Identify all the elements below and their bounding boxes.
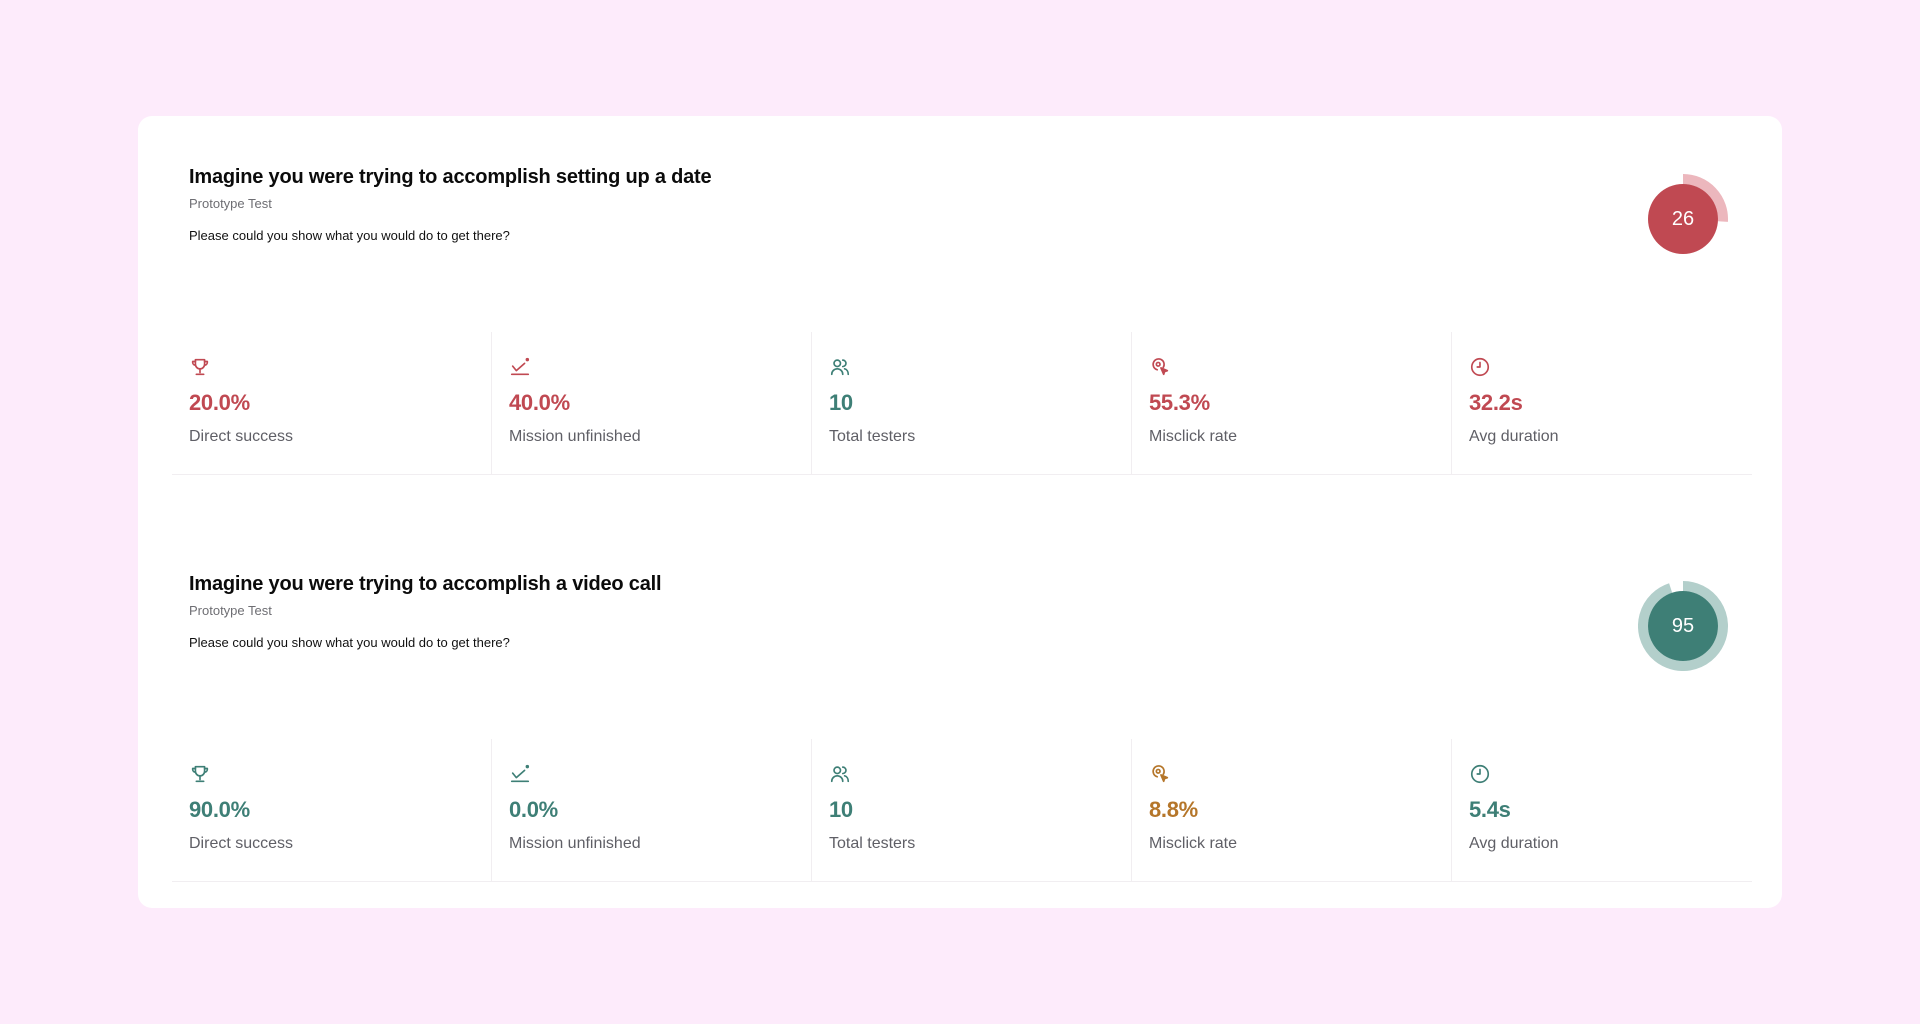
metrics-row: 90.0% Direct success 0.0% Mission unfini… [172, 739, 1752, 882]
trophy-icon [191, 358, 209, 376]
task-title: Imagine you were trying to accomplish a … [189, 573, 662, 595]
metric-label: Total testers [829, 835, 916, 852]
results-card: Imagine you were trying to accomplish se… [138, 116, 1782, 908]
task-header: Imagine you were trying to accomplish a … [138, 523, 1782, 733]
metric-direct-success: 90.0% Direct success [172, 739, 492, 881]
metric-label: Misclick rate [1149, 835, 1238, 852]
metric-value: 0.0% [509, 797, 558, 822]
metric-avg-duration: 32.2s Avg duration [1452, 332, 1752, 474]
metric-direct-success: 20.0% Direct success [172, 332, 492, 474]
metric-label: Total testers [829, 428, 916, 445]
metric-label: Avg duration [1469, 835, 1559, 852]
metric-misclick-rate: 8.8% Misclick rate [1132, 739, 1452, 881]
metric-mission-unfinished: 40.0% Mission unfinished [492, 332, 812, 474]
users-icon [830, 359, 850, 376]
users-icon [830, 766, 850, 783]
metric-label: Mission unfinished [509, 835, 641, 852]
score-ring: 26 [1638, 174, 1728, 264]
misclick-icon [1152, 765, 1169, 783]
score-value: 26 [1671, 208, 1695, 230]
metric-value: 10 [829, 390, 853, 415]
mission-unfinished-icon [510, 357, 530, 376]
metric-label: Avg duration [1469, 428, 1559, 445]
metric-value: 5.4s [1469, 797, 1511, 822]
trophy-icon [191, 765, 209, 783]
clock-icon [1470, 357, 1490, 377]
task-type: Prototype Test [189, 603, 272, 618]
metric-misclick-rate: 55.3% Misclick rate [1132, 332, 1452, 474]
metric-value: 32.2s [1469, 390, 1523, 415]
score-ring: 95 [1638, 581, 1728, 671]
metric-label: Misclick rate [1149, 428, 1238, 445]
score-ring-core [1648, 184, 1718, 254]
metric-value: 55.3% [1149, 390, 1210, 415]
clock-icon [1470, 764, 1490, 784]
score-ring-arc [1682, 174, 1728, 222]
metric-avg-duration: 5.4s Avg duration [1452, 739, 1752, 881]
metric-label: Direct success [189, 835, 294, 852]
metric-value: 20.0% [189, 390, 250, 415]
task-title: Imagine you were trying to accomplish se… [189, 166, 712, 188]
metric-value: 8.8% [1149, 797, 1198, 822]
mission-unfinished-icon [510, 764, 530, 783]
task-question: Please could you show what you would do … [189, 635, 510, 650]
score-ring-core [1648, 591, 1718, 661]
metric-value: 10 [829, 797, 853, 822]
metric-value: 90.0% [189, 797, 250, 822]
metric-label: Mission unfinished [509, 428, 641, 445]
metric-value: 40.0% [509, 390, 570, 415]
task-type: Prototype Test [189, 196, 272, 211]
metric-mission-unfinished: 0.0% Mission unfinished [492, 739, 812, 881]
score-value: 95 [1671, 615, 1695, 637]
metric-label: Direct success [189, 428, 294, 445]
task-block: Imagine you were trying to accomplish se… [138, 116, 1782, 475]
score-ring-arc [1638, 581, 1728, 671]
task-question: Please could you show what you would do … [189, 228, 510, 243]
task-header: Imagine you were trying to accomplish se… [138, 116, 1782, 326]
metrics-row: 20.0% Direct success 40.0% Mission unfin… [172, 332, 1752, 475]
misclick-icon [1152, 358, 1169, 376]
task-block: Imagine you were trying to accomplish a … [138, 523, 1782, 882]
metric-total-testers: 10 Total testers [812, 739, 1132, 881]
metric-total-testers: 10 Total testers [812, 332, 1132, 474]
